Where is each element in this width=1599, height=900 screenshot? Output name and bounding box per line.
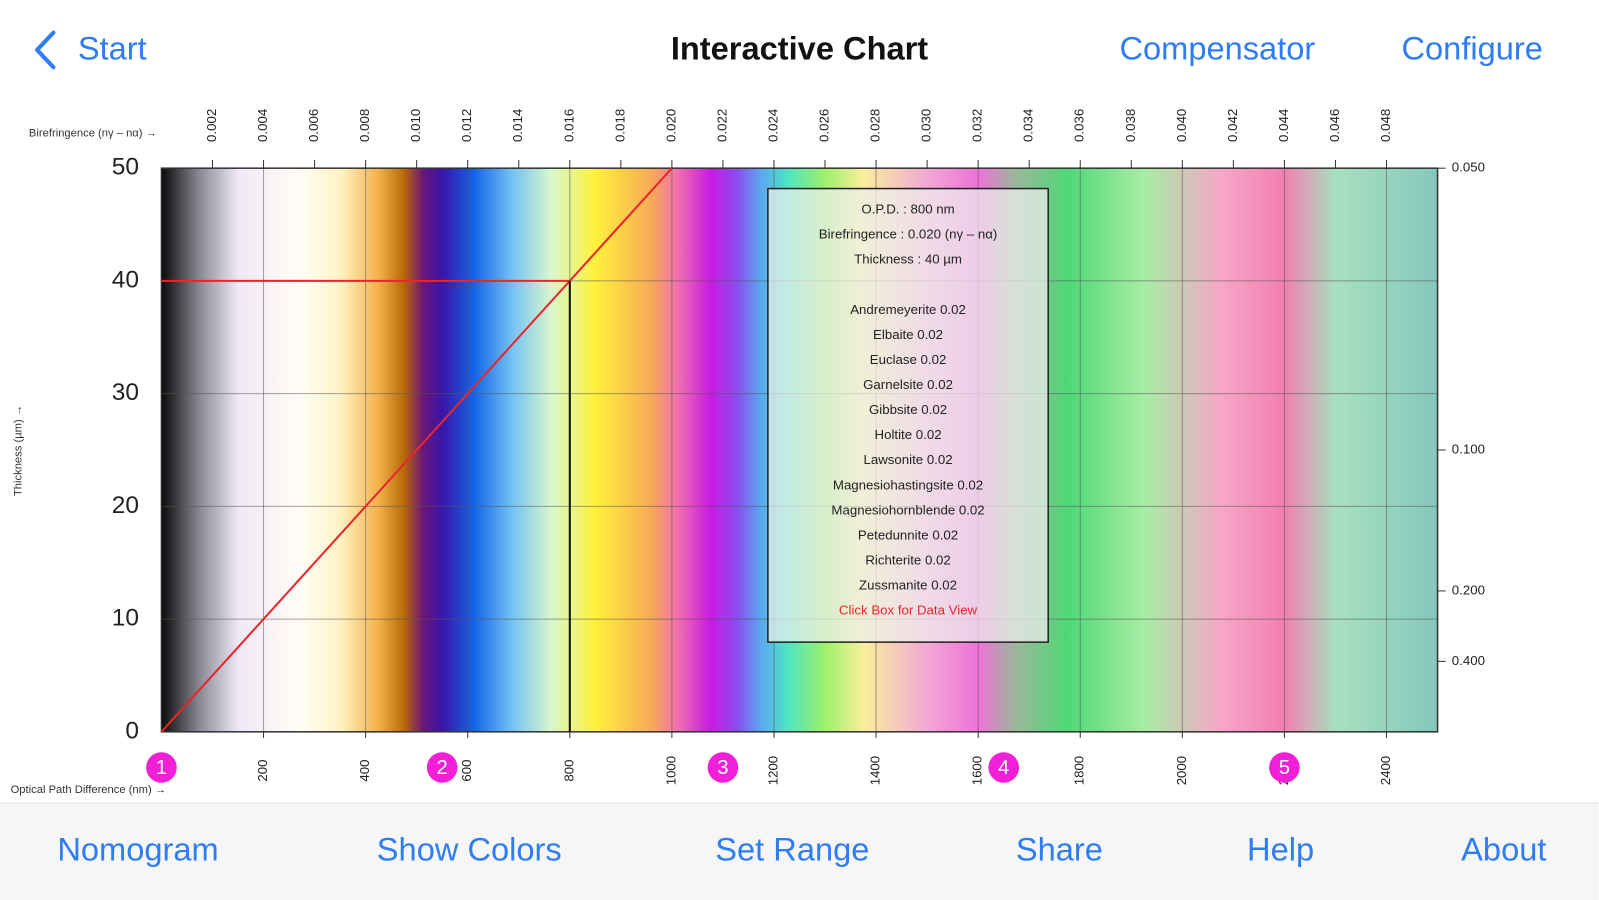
y-axis-label: Thickness (µm) → bbox=[13, 405, 25, 496]
x-tick-label: 1000 bbox=[663, 756, 678, 785]
chart: 0 10 20 30 40 50 200 400 600 800 1000 1200 1400 1600 1… bbox=[11, 109, 1485, 796]
birefringence-line bbox=[160, 167, 673, 733]
top-axis-label: Birefringence (nγ – nα) → bbox=[29, 127, 157, 139]
nav-title: Interactive Chart bbox=[671, 30, 928, 67]
top-tick-label: 0.036 bbox=[1072, 109, 1087, 142]
back-button[interactable]: Start bbox=[78, 30, 147, 67]
x-tick-label: 1200 bbox=[765, 756, 780, 785]
top-tick-label: 0.004 bbox=[255, 109, 270, 142]
mineral[interactable]: Holtite 0.02 bbox=[875, 427, 942, 442]
top-tick-label: 0.008 bbox=[357, 109, 372, 142]
right-tick-label: 0.400 bbox=[1452, 653, 1485, 668]
top-tick-label: 0.034 bbox=[1021, 109, 1036, 142]
y-tick-label: 50 bbox=[112, 154, 139, 181]
info-line[interactable]: Thickness : 40 µm bbox=[854, 252, 962, 267]
x-tick-label: 800 bbox=[561, 760, 576, 782]
x-tick-label: 2000 bbox=[1174, 756, 1189, 785]
toolbar-button[interactable]: Help bbox=[1247, 831, 1314, 868]
nav-button[interactable]: Configure bbox=[1402, 30, 1543, 67]
right-tick-label: 0.200 bbox=[1452, 582, 1485, 597]
top-tick-label: 0.018 bbox=[612, 109, 627, 142]
mineral[interactable]: Richterite 0.02 bbox=[865, 552, 950, 567]
x-tick-label: 1600 bbox=[970, 756, 985, 785]
toolbar-button[interactable]: Set Range bbox=[715, 831, 869, 868]
top-tick-label: 0.032 bbox=[970, 109, 985, 142]
top-tick-label: 0.038 bbox=[1123, 109, 1138, 142]
y-tick-label: 40 bbox=[112, 266, 139, 293]
x-tick-label: 1400 bbox=[868, 756, 883, 785]
toolbar-button[interactable]: Share bbox=[1016, 831, 1103, 868]
mineral[interactable]: Lawsonite 0.02 bbox=[863, 452, 952, 467]
order-label: 5 bbox=[1279, 757, 1290, 779]
top-tick-label: 0.012 bbox=[459, 109, 474, 142]
x-tick-label: 1800 bbox=[1072, 756, 1087, 785]
top-tick-label: 0.048 bbox=[1378, 109, 1393, 142]
x-tick-label: 400 bbox=[357, 760, 372, 782]
order-label: 2 bbox=[437, 757, 448, 779]
order-marker bbox=[146, 752, 177, 783]
toolbar-button[interactable]: Show Colors bbox=[377, 831, 562, 868]
x-tick-label: 600 bbox=[459, 760, 474, 782]
toolbar-background bbox=[0, 803, 1599, 900]
mineral[interactable]: Gibbsite 0.02 bbox=[869, 402, 947, 417]
top-tick-label: 0.006 bbox=[306, 109, 321, 142]
right-tick-label: 0.100 bbox=[1452, 442, 1485, 457]
x-axis-label: Optical Path Difference (nm) → bbox=[11, 784, 166, 796]
mineral[interactable]: Zussmanite 0.02 bbox=[859, 578, 957, 593]
mineral[interactable]: Andremeyerite 0.02 bbox=[850, 302, 966, 317]
mineral[interactable]: Euclase 0.02 bbox=[870, 352, 947, 367]
mineral[interactable]: Petedunnite 0.02 bbox=[858, 527, 958, 542]
back-chevron[interactable] bbox=[35, 30, 56, 70]
y-tick-label: 30 bbox=[112, 379, 139, 406]
order-marker bbox=[426, 752, 458, 783]
data-view-link[interactable]: Click Box for Data View bbox=[839, 603, 978, 618]
mineral[interactable]: Garnelsite 0.02 bbox=[863, 377, 953, 392]
info-line[interactable]: O.P.D. : 800 nm bbox=[861, 201, 954, 216]
nav-bar: Start Interactive Chart Compensator Conf… bbox=[35, 30, 1543, 70]
info-line[interactable]: Birefringence : 0.020 (nγ – nα) bbox=[819, 227, 998, 242]
top-tick-label: 0.044 bbox=[1276, 109, 1291, 142]
top-tick-label: 0.042 bbox=[1225, 109, 1240, 142]
order-marker bbox=[707, 752, 739, 783]
order-marker bbox=[988, 752, 1019, 783]
order-label: 3 bbox=[717, 757, 728, 779]
mineral[interactable]: Magnesiohornblende 0.02 bbox=[831, 502, 984, 517]
top-tick-label: 0.046 bbox=[1327, 109, 1342, 142]
toolbar-button[interactable]: About bbox=[1461, 831, 1546, 868]
y-tick-label: 0 bbox=[125, 717, 139, 744]
toolbar: Nomogram Show Colors Set Range Share Help Abo… bbox=[0, 802, 1599, 900]
x-tick-label: 2400 bbox=[1378, 756, 1393, 785]
top-tick-label: 0.002 bbox=[204, 109, 219, 142]
info-box-background[interactable] bbox=[767, 187, 1049, 643]
top-tick-label: 0.020 bbox=[663, 109, 678, 142]
mineral[interactable]: Magnesiohastingsite 0.02 bbox=[833, 477, 983, 492]
mineral[interactable]: Elbaite 0.02 bbox=[873, 327, 943, 342]
order-label: 1 bbox=[156, 757, 167, 779]
y-tick-label: 10 bbox=[112, 605, 139, 632]
order-label: 4 bbox=[998, 757, 1009, 779]
top-tick-label: 0.010 bbox=[408, 109, 423, 142]
nav-button[interactable]: Compensator bbox=[1120, 30, 1316, 67]
top-tick-label: 0.026 bbox=[817, 109, 832, 142]
y-tick-label: 20 bbox=[112, 492, 139, 519]
top-tick-label: 0.030 bbox=[919, 109, 934, 142]
top-tick-label: 0.024 bbox=[765, 109, 780, 142]
order-marker bbox=[1269, 752, 1300, 783]
top-tick-label: 0.040 bbox=[1174, 109, 1189, 142]
top-tick-label: 0.016 bbox=[561, 109, 576, 142]
right-tick-label: 0.050 bbox=[1452, 160, 1485, 175]
top-tick-label: 0.028 bbox=[868, 109, 883, 142]
x-tick-label: 200 bbox=[255, 760, 270, 782]
info-box[interactable]: O.P.D. : 800 nm Birefringence : 0.020 (nγ… bbox=[767, 187, 1049, 643]
top-tick-label: 0.022 bbox=[714, 109, 729, 142]
toolbar-button[interactable]: Nomogram bbox=[57, 831, 218, 868]
top-tick-label: 0.014 bbox=[510, 109, 525, 142]
